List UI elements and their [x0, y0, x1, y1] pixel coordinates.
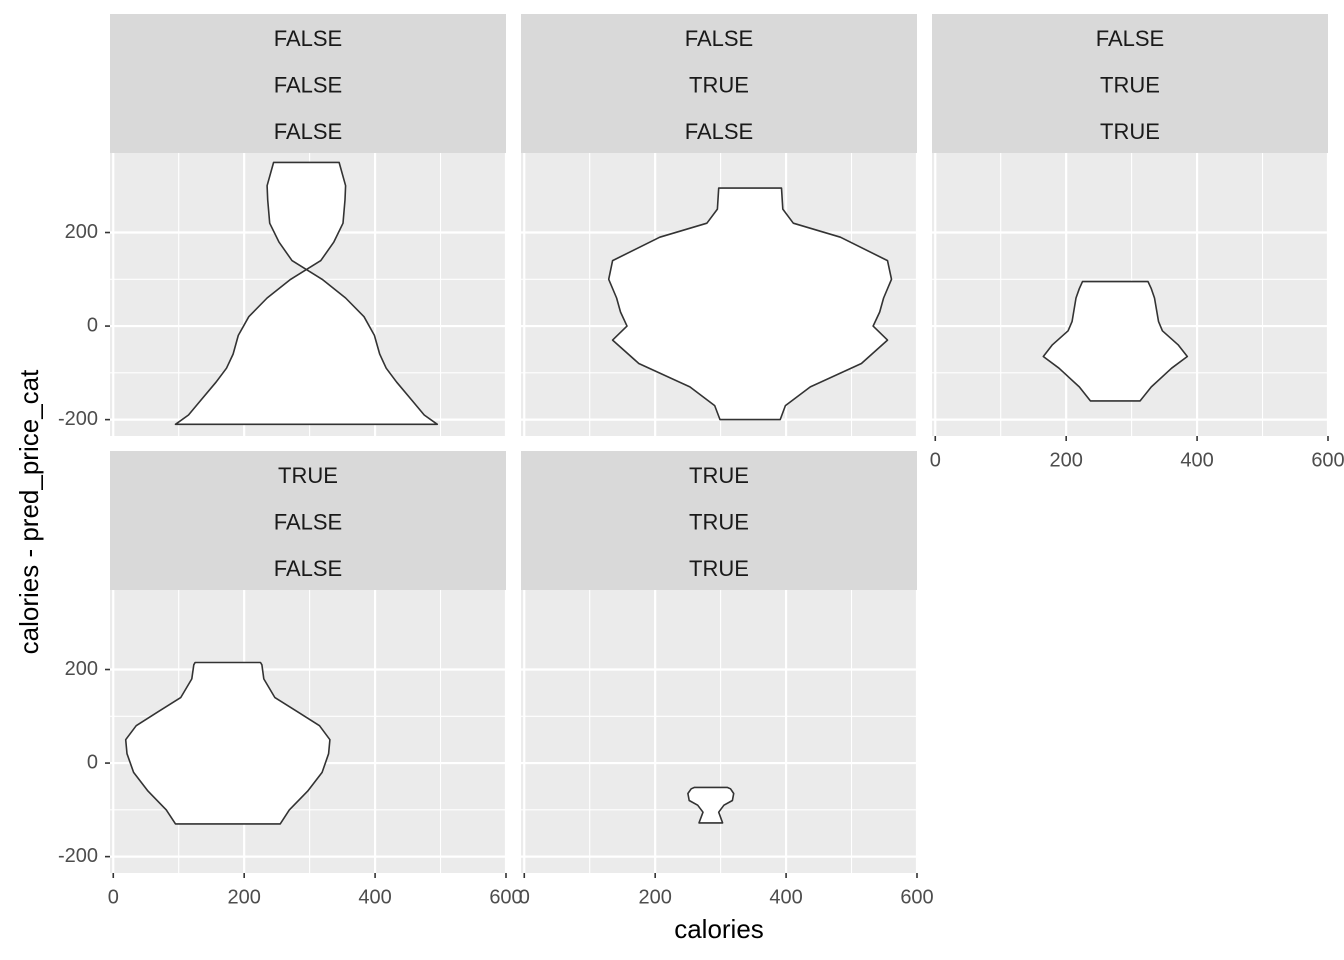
panel-background — [521, 590, 917, 873]
violin-shape — [607, 187, 893, 421]
y-tick-label: 200 — [65, 221, 98, 243]
violin-shape — [1042, 280, 1189, 402]
x-tick-label: 400 — [1180, 449, 1213, 471]
x-tick-label: 400 — [358, 886, 391, 908]
facet-panel: TRUE FALSE FALSE — [110, 451, 508, 873]
strip-label: TRUE — [689, 556, 749, 581]
y-axis-title: calories - pred_price_cat — [14, 369, 44, 654]
violin-shape — [687, 786, 735, 824]
x-tick-label: 200 — [227, 886, 260, 908]
x-tick-label: 200 — [1049, 449, 1082, 471]
facet-panel: FALSE TRUE TRUE — [932, 14, 1330, 436]
strip-label: FALSE — [274, 72, 342, 97]
strip-label: FALSE — [274, 119, 342, 144]
x-tick-label: 600 — [900, 886, 933, 908]
facet-strip — [521, 451, 917, 590]
strip-label: FALSE — [274, 26, 342, 51]
x-tick-label: 400 — [769, 886, 802, 908]
facet-strip — [110, 451, 506, 590]
x-tick-label: 600 — [489, 886, 522, 908]
facet-panel: TRUE TRUE TRUE — [521, 451, 919, 873]
violin-shape — [174, 161, 439, 426]
facet-panel: FALSE TRUE FALSE — [521, 14, 919, 436]
strip-label: FALSE — [685, 26, 753, 51]
strip-label: TRUE — [278, 463, 338, 488]
y-tick-label: -200 — [58, 845, 98, 867]
facet-panel: FALSE FALSE FALSE — [110, 14, 508, 436]
strip-label: TRUE — [1100, 119, 1160, 144]
strip-label: TRUE — [689, 72, 749, 97]
strip-label: FALSE — [685, 119, 753, 144]
y-tick-label: 0 — [87, 751, 98, 773]
strip-label: TRUE — [1100, 72, 1160, 97]
strip-label: FALSE — [274, 509, 342, 534]
strip-label: FALSE — [1096, 26, 1164, 51]
strip-label: TRUE — [689, 509, 749, 534]
x-tick-label: 600 — [1311, 449, 1344, 471]
strip-label: TRUE — [689, 463, 749, 488]
facet-strip — [932, 14, 1328, 153]
x-tick-label: 0 — [108, 886, 119, 908]
x-tick-label: 0 — [519, 886, 530, 908]
facet-strip — [110, 14, 506, 153]
x-tick-label: 0 — [930, 449, 941, 471]
x-axis-title: calories — [674, 914, 764, 944]
facet-strip — [521, 14, 917, 153]
x-tick-label: 200 — [638, 886, 671, 908]
y-tick-label: -200 — [58, 408, 98, 430]
violin-shape — [124, 661, 331, 825]
y-tick-label: 200 — [65, 658, 98, 680]
strip-label: FALSE — [274, 556, 342, 581]
y-tick-label: 0 — [87, 314, 98, 336]
